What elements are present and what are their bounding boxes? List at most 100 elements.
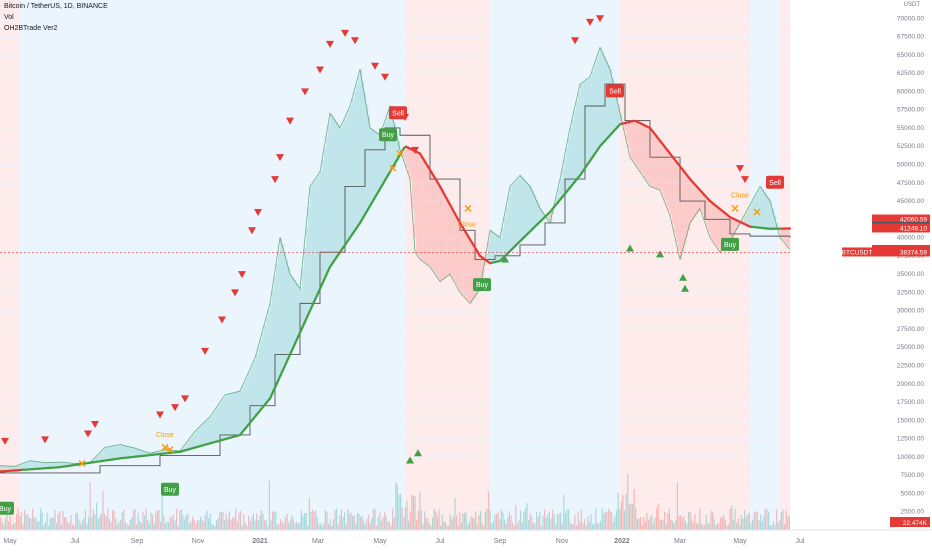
volume-bar [781,512,782,530]
trend-fill-slice [746,212,748,225]
volume-bar [286,514,287,530]
volume-bar [426,518,427,530]
volume-bar [677,483,678,530]
volume-bar [611,512,612,530]
volume-bar [614,516,615,530]
price-label-text: 41248.10 [900,225,927,232]
trend-fill-slice [686,174,688,238]
volume-bar [570,523,571,530]
trend-fill-slice [762,189,764,228]
trend-fill-slice [326,137,328,276]
volume-bar [584,519,585,530]
volume-bar [405,507,406,530]
x-tick-label: Mar [312,538,325,545]
volume-bar [389,521,390,530]
volume-bar [0,517,1,530]
volume-bar [80,525,81,530]
trend-fill-slice [238,392,240,436]
trend-fill-slice [464,230,466,297]
y-tick-label: 30000.00 [897,308,924,315]
volume-bar [147,520,148,530]
volume-bar [626,494,627,530]
volume-bar [168,522,169,530]
trend-fill-slice [292,277,294,350]
trend-fill-slice [358,77,360,226]
volume-bar [568,509,569,530]
trend-fill-slice [416,152,418,254]
volume-bar [243,514,244,530]
trend-fill-slice [316,178,318,298]
volume-bar [672,521,673,530]
volume-bar [696,523,697,530]
trend-fill-slice [350,106,352,238]
volume-bar [658,503,659,530]
volume-bar [478,515,479,530]
volume-bar [99,517,100,530]
volume-bar [448,526,449,530]
trend-fill-slice [378,134,380,192]
trend-fill-slice [234,393,236,437]
trend-fill-slice [408,148,410,174]
volume-bar [666,524,667,530]
volume-bar [138,513,139,530]
volume-bar [232,518,233,530]
trend-fill-slice [466,233,468,299]
volume-bar [347,509,348,530]
volume-bar [24,510,25,530]
volume-bar [326,512,327,530]
volume-bar [701,523,702,530]
trend-fill-slice [630,122,632,157]
volume-bar [566,509,567,530]
volume-bar [408,521,409,530]
sell-signal-label: Sell [392,110,404,117]
trend-fill-slice [562,169,564,198]
volume-bar [725,520,726,530]
volume-bar [270,520,271,530]
volume-bar [360,517,361,530]
volume-legend: Vol [4,14,14,21]
volume-bar [330,519,331,530]
volume-bar [195,523,196,530]
volume-bar [310,512,311,530]
y-tick-label: 10000.00 [897,454,924,461]
trend-fill-slice [708,199,710,232]
volume-bar [123,510,124,530]
volume-bar [424,511,425,530]
volume-bar [395,482,396,530]
trend-fill-slice [206,421,208,445]
trend-fill-slice [782,229,784,240]
trend-fill-slice [510,186,512,251]
bull-zone [20,0,405,530]
volume-bar [554,514,555,530]
volume-bar [530,513,531,530]
volume-bar [56,523,57,530]
volume-bar [21,512,22,530]
volume-bar [422,524,423,530]
volume-bar [640,517,641,530]
trend-fill-slice [336,122,338,258]
volume-bar [477,525,478,530]
volume-bar [190,521,191,530]
volume-bar [154,523,155,530]
trend-fill-slice [606,61,608,140]
volume-bar [674,524,675,530]
volume-bar [750,523,751,530]
volume-bar [320,524,321,530]
trend-fill-slice [718,207,720,249]
volume-bar [283,523,284,530]
volume-bar [406,501,407,530]
volume-bar [165,523,166,530]
volume-bar [717,523,718,530]
trend-fill-slice [132,447,134,457]
volume-bar [622,495,623,530]
volume-bar [142,512,143,530]
trend-fill-slice [590,77,592,161]
trend-fill-slice [372,129,374,202]
currency-label: USDT [904,2,921,8]
y-tick-label: 25000.00 [897,344,924,351]
volume-bar [608,509,609,530]
volume-bar [486,509,487,530]
indicator-legend: OH2BTrade Ver2 [4,25,57,32]
volume-bar [74,526,75,530]
